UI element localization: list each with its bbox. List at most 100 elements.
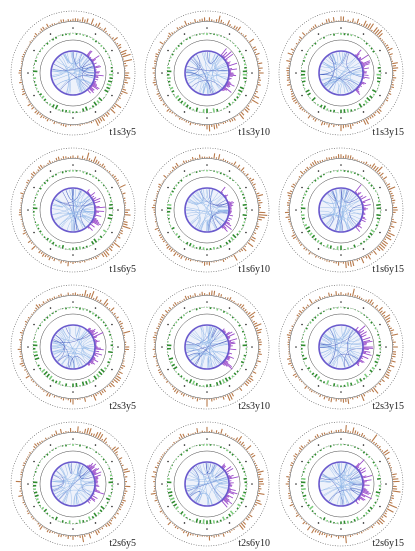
histogram-bar bbox=[255, 324, 261, 327]
histogram-bar bbox=[321, 122, 322, 126]
green-bar bbox=[190, 243, 191, 246]
histogram-bar bbox=[320, 395, 321, 397]
green-bar bbox=[101, 45, 102, 46]
histogram-bar bbox=[82, 535, 83, 542]
histogram-bar bbox=[160, 374, 162, 375]
histogram-bar bbox=[96, 257, 97, 259]
green-bar bbox=[174, 367, 177, 369]
histogram-bar bbox=[100, 118, 102, 122]
green-bar bbox=[310, 459, 311, 460]
histogram-bar bbox=[256, 365, 258, 366]
histogram-bar bbox=[317, 161, 318, 163]
histogram-bar bbox=[102, 116, 105, 120]
histogram-bar bbox=[38, 386, 39, 387]
histogram-bar bbox=[382, 177, 383, 178]
histogram-bar bbox=[46, 27, 47, 28]
tick-dot bbox=[340, 301, 342, 303]
histogram-bar bbox=[165, 310, 168, 312]
histogram-bar bbox=[256, 228, 258, 229]
tick-dot bbox=[72, 254, 74, 256]
histogram-bar bbox=[315, 256, 316, 258]
histogram-bar bbox=[164, 378, 165, 379]
histogram-bar bbox=[30, 42, 31, 43]
green-bar bbox=[327, 380, 329, 384]
histogram-bar bbox=[368, 164, 369, 165]
histogram-bar bbox=[245, 109, 249, 112]
green-bar bbox=[100, 510, 102, 512]
histogram-bar bbox=[122, 53, 126, 55]
histogram-bar bbox=[232, 163, 233, 164]
histogram-bar bbox=[361, 532, 362, 533]
green-bar bbox=[35, 495, 39, 496]
circos-plot bbox=[6, 417, 140, 551]
histogram-bar bbox=[370, 300, 373, 304]
histogram-bar bbox=[252, 320, 253, 321]
histogram-bar bbox=[243, 248, 246, 251]
histogram-bar bbox=[174, 302, 176, 305]
histogram-bar bbox=[36, 385, 37, 386]
tick-dot bbox=[95, 111, 97, 113]
histogram-bar bbox=[54, 396, 55, 398]
green-bar bbox=[241, 502, 242, 503]
histogram-bar bbox=[155, 56, 157, 57]
tick-dot bbox=[301, 232, 303, 234]
green-bar bbox=[240, 87, 244, 89]
histogram-bar bbox=[309, 252, 311, 254]
histogram-bar bbox=[368, 529, 369, 530]
histogram-bar bbox=[120, 507, 122, 508]
green-bar bbox=[176, 371, 177, 372]
green-bar bbox=[375, 502, 377, 503]
histogram-bar bbox=[61, 261, 62, 264]
histogram-bar bbox=[389, 93, 391, 94]
histogram-bar bbox=[353, 124, 354, 126]
green-bar bbox=[56, 311, 57, 312]
green-bar bbox=[230, 178, 231, 179]
histogram-bar bbox=[368, 24, 371, 29]
green-bar bbox=[90, 311, 91, 313]
histogram-bar bbox=[295, 454, 298, 456]
histogram-bar bbox=[253, 47, 256, 49]
histogram-bar bbox=[232, 300, 233, 301]
histogram-bar bbox=[164, 42, 165, 43]
histogram-bar bbox=[54, 297, 55, 299]
green-bar bbox=[234, 373, 236, 375]
tick-dot bbox=[340, 254, 342, 256]
green-bar bbox=[186, 105, 188, 108]
green-bar bbox=[89, 517, 91, 520]
green-bar bbox=[47, 43, 48, 44]
green-bar bbox=[364, 315, 365, 316]
histogram-bar bbox=[308, 388, 309, 389]
histogram-bar bbox=[372, 389, 374, 392]
histogram-bar bbox=[384, 239, 385, 240]
green-bar bbox=[242, 194, 244, 195]
green-bar bbox=[193, 245, 194, 248]
tick-dot bbox=[72, 117, 74, 119]
histogram-bar bbox=[327, 158, 328, 160]
green-bar bbox=[229, 377, 231, 379]
green-bar bbox=[92, 313, 93, 315]
histogram-bar bbox=[31, 173, 34, 175]
histogram-bar bbox=[167, 246, 170, 248]
histogram-bar bbox=[366, 162, 367, 164]
histogram-bar bbox=[392, 356, 395, 357]
tick-dot bbox=[206, 438, 208, 440]
histogram-bar bbox=[160, 319, 162, 320]
histogram-bar bbox=[219, 293, 220, 296]
tick-dot bbox=[318, 522, 320, 524]
green-bar bbox=[351, 171, 352, 173]
green-bar bbox=[196, 383, 197, 386]
green-bar bbox=[320, 450, 321, 451]
histogram-bar bbox=[286, 217, 290, 218]
histogram-bar bbox=[154, 61, 156, 62]
histogram-bar bbox=[258, 85, 261, 86]
histogram-bar bbox=[252, 100, 259, 104]
histogram-bar bbox=[322, 160, 323, 161]
histogram-bar bbox=[185, 258, 186, 261]
tick-dot bbox=[385, 72, 387, 74]
histogram-bar bbox=[249, 241, 250, 242]
histogram-bar bbox=[359, 434, 360, 435]
histogram-bar bbox=[253, 184, 256, 186]
histogram-bar bbox=[35, 33, 37, 35]
histogram-bar bbox=[307, 526, 310, 530]
histogram-bar bbox=[39, 525, 41, 527]
